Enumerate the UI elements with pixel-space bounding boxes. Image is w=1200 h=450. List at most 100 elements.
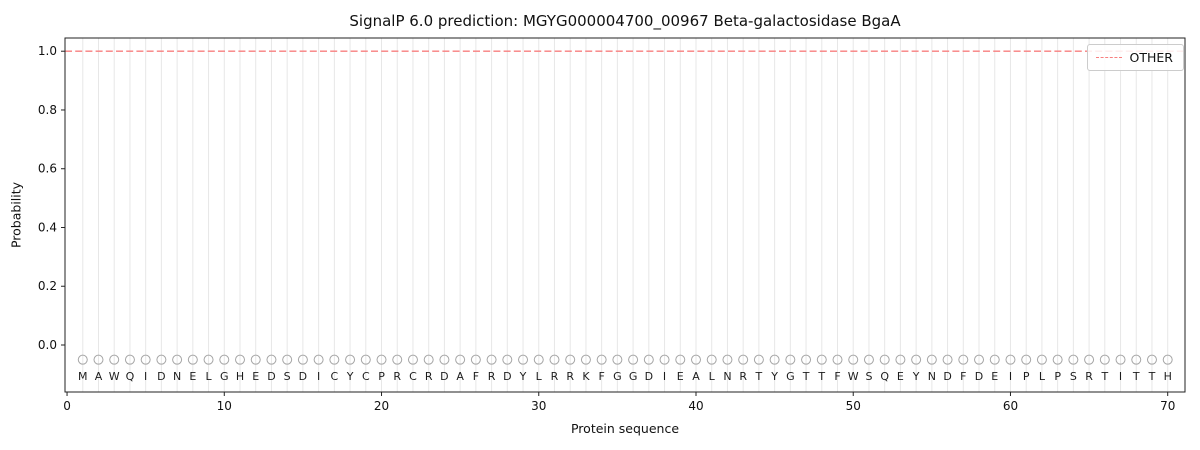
residue-marker	[297, 354, 308, 365]
legend-dashed-line-icon	[1095, 57, 1122, 58]
residue-letter: R	[425, 370, 433, 383]
residue-marker	[455, 354, 466, 365]
residue-letter: F	[960, 370, 966, 383]
residue-marker	[187, 354, 198, 365]
residue-marker	[942, 354, 953, 365]
residue-marker	[863, 354, 874, 365]
residue-marker	[722, 354, 733, 365]
y-tick-label: 0.6	[38, 162, 57, 176]
gridlines-group	[82, 38, 1169, 392]
residue-marker	[423, 354, 434, 365]
residue-marker	[848, 354, 859, 365]
residue-letter: Y	[912, 370, 920, 383]
residue-letter: L	[205, 370, 212, 383]
residue-marker	[219, 354, 230, 365]
residue-marker	[628, 354, 639, 365]
residue-letter: G	[613, 370, 622, 383]
residue-marker	[549, 354, 560, 365]
residue-marker	[470, 354, 481, 365]
residue-letter: S	[865, 370, 872, 383]
residue-marker	[124, 354, 135, 365]
y-tick-label: 1.0	[38, 44, 57, 58]
residue-letter: Y	[346, 370, 354, 383]
residue-letter: L	[536, 370, 543, 383]
residue-letter: D	[157, 370, 165, 383]
residue-letter: E	[677, 370, 684, 383]
residue-letter: D	[943, 370, 951, 383]
residue-marker	[93, 354, 104, 365]
residue-letter: Q	[126, 370, 135, 383]
residue-letter: C	[362, 370, 370, 383]
residue-letter: T	[802, 370, 810, 383]
residue-letter: N	[723, 370, 731, 383]
residue-marker	[1084, 354, 1095, 365]
x-tick-label: 70	[1160, 399, 1175, 413]
residue-letter: R	[566, 370, 574, 383]
residue-marker	[282, 354, 293, 365]
residue-marker	[926, 354, 937, 365]
residue-letter: D	[975, 370, 983, 383]
residue-letter: G	[786, 370, 795, 383]
residue-marker	[580, 354, 591, 365]
residue-letter: I	[663, 370, 666, 383]
residue-marker	[832, 354, 843, 365]
residue-marker	[612, 354, 623, 365]
residue-marker	[407, 354, 418, 365]
residue-marker	[109, 354, 120, 365]
residue-marker	[486, 354, 497, 365]
residue-marker	[911, 354, 922, 365]
residue-marker	[1131, 354, 1142, 365]
residue-letter: T	[1132, 370, 1140, 383]
residue-marker	[565, 354, 576, 365]
residue-letter: I	[1119, 370, 1122, 383]
x-axis-label: Protein sequence	[570, 421, 680, 436]
residue-marker	[266, 354, 277, 365]
residue-letter: W	[109, 370, 120, 383]
legend-entry-label: OTHER	[1129, 50, 1173, 65]
residue-marker	[989, 354, 1000, 365]
y-axis-label: Probability	[8, 181, 24, 249]
residue-marker	[706, 354, 717, 365]
residue-letter: D	[267, 370, 275, 383]
residue-letter: D	[503, 370, 511, 383]
residue-marker	[675, 354, 686, 365]
residue-letter: T	[1148, 370, 1156, 383]
residue-letter: R	[1085, 370, 1093, 383]
residue-marker	[172, 354, 183, 365]
residue-letter: I	[317, 370, 320, 383]
residue-letter: R	[739, 370, 747, 383]
residue-letter: T	[1100, 370, 1108, 383]
residue-marker	[879, 354, 890, 365]
residue-marker	[816, 354, 827, 365]
residue-letter: Y	[770, 370, 778, 383]
residue-letter: P	[1054, 370, 1061, 383]
residue-marker	[1052, 354, 1063, 365]
x-ticks-group: 0 10 20 30 40 50 60 70	[63, 392, 1175, 413]
residue-letter: S	[1070, 370, 1077, 383]
residue-letter: K	[582, 370, 590, 383]
residue-marker	[643, 354, 654, 365]
residue-letter: Q	[880, 370, 889, 383]
residue-marker	[203, 354, 214, 365]
residue-letter: C	[331, 370, 339, 383]
x-tick-label: 60	[1003, 399, 1018, 413]
residue-letter: D	[299, 370, 307, 383]
residue-letter: A	[692, 370, 700, 383]
y-tick-label: 0.2	[38, 279, 57, 293]
residue-letter: W	[848, 370, 859, 383]
residue-marker	[1146, 354, 1157, 365]
residue-marker	[345, 354, 356, 365]
x-tick-label: 30	[531, 399, 546, 413]
y-tick-label: 0.8	[38, 103, 57, 117]
y-tick-label: 0.0	[38, 338, 57, 352]
residue-letter: S	[284, 370, 291, 383]
residue-marker	[235, 354, 246, 365]
residue-letter: D	[440, 370, 448, 383]
residue-letter: F	[473, 370, 479, 383]
residue-letter: Y	[519, 370, 527, 383]
x-tick-label: 10	[217, 399, 232, 413]
residue-letter: A	[95, 370, 103, 383]
residue-letter: R	[551, 370, 559, 383]
